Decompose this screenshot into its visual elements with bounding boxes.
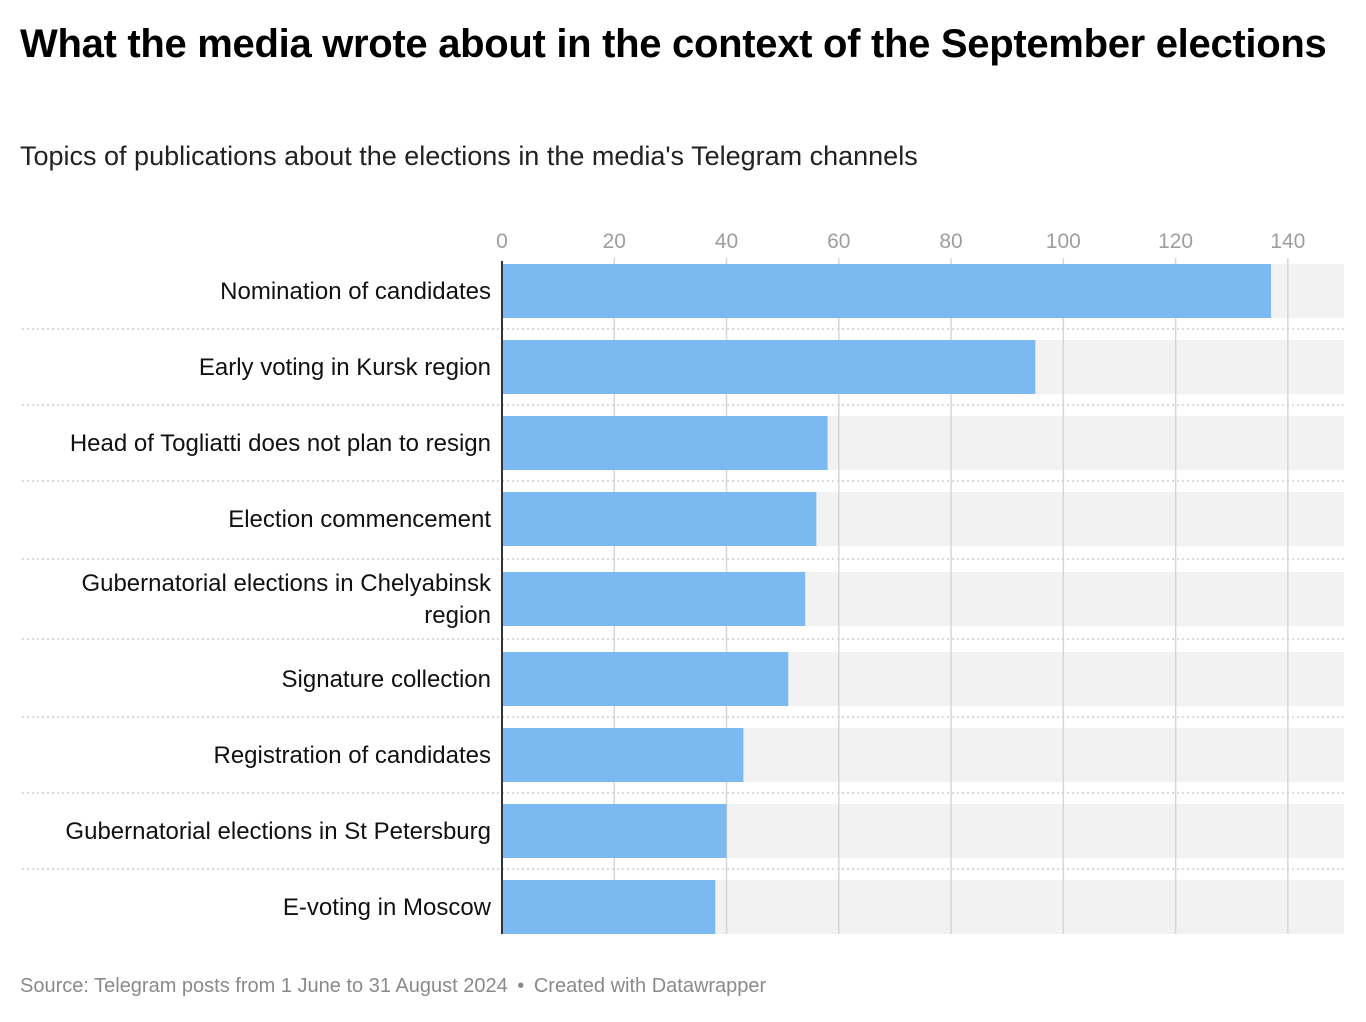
bar-chart: 0 20 40 60 80 100 120 140 Nomination of candidat…	[22, 230, 1344, 934]
category-label-line: Gubernatorial elections in Chelyabinsk	[81, 570, 492, 597]
category-label: Registration of candidates	[214, 742, 492, 769]
x-tick-label: 80	[939, 230, 962, 253]
category-label-line: region	[424, 602, 491, 629]
x-tick-label: 0	[496, 230, 508, 253]
bar	[502, 728, 744, 782]
source-note: Source: Telegram posts from 1 June to 31…	[20, 975, 508, 997]
bar	[502, 340, 1036, 394]
bar	[502, 416, 828, 470]
chart-title: What the media wrote about in the contex…	[20, 22, 1327, 66]
x-tick-label: 100	[1046, 230, 1081, 253]
bar	[502, 880, 716, 934]
x-tick-label: 60	[827, 230, 850, 253]
category-label: Early voting in Kursk region	[199, 354, 491, 381]
row-separators	[22, 328, 1344, 870]
category-label: Nomination of candidates	[220, 278, 491, 305]
x-tick-label: 40	[715, 230, 738, 253]
chart-footer: Source: Telegram posts from 1 June to 31…	[20, 972, 766, 1000]
chart-subtitle: Topics of publications about the electio…	[20, 141, 918, 171]
category-label: Election commencement	[228, 506, 491, 533]
category-label: E-voting in Moscow	[283, 894, 492, 921]
bar	[502, 652, 789, 706]
x-tick-label: 140	[1270, 230, 1305, 253]
credit-link[interactable]: Created with Datawrapper	[533, 975, 767, 997]
bar	[502, 492, 817, 546]
category-label: Head of Togliatti does not plan to resig…	[70, 430, 491, 457]
bar	[502, 804, 727, 858]
bar	[502, 264, 1272, 318]
bar	[502, 572, 806, 626]
footer-separator: •	[517, 975, 525, 997]
category-labels: Nomination of candidates Early voting in …	[65, 278, 492, 921]
category-label: Signature collection	[282, 666, 491, 693]
x-tick-label: 120	[1158, 230, 1193, 253]
x-tick-label: 20	[603, 230, 626, 253]
category-label: Gubernatorial elections in Chelyabinsk re…	[81, 570, 492, 629]
x-axis-ticks: 0 20 40 60 80 100 120 140	[496, 230, 1305, 253]
category-label: Gubernatorial elections in St Petersburg	[65, 818, 491, 845]
bars	[502, 264, 1272, 934]
